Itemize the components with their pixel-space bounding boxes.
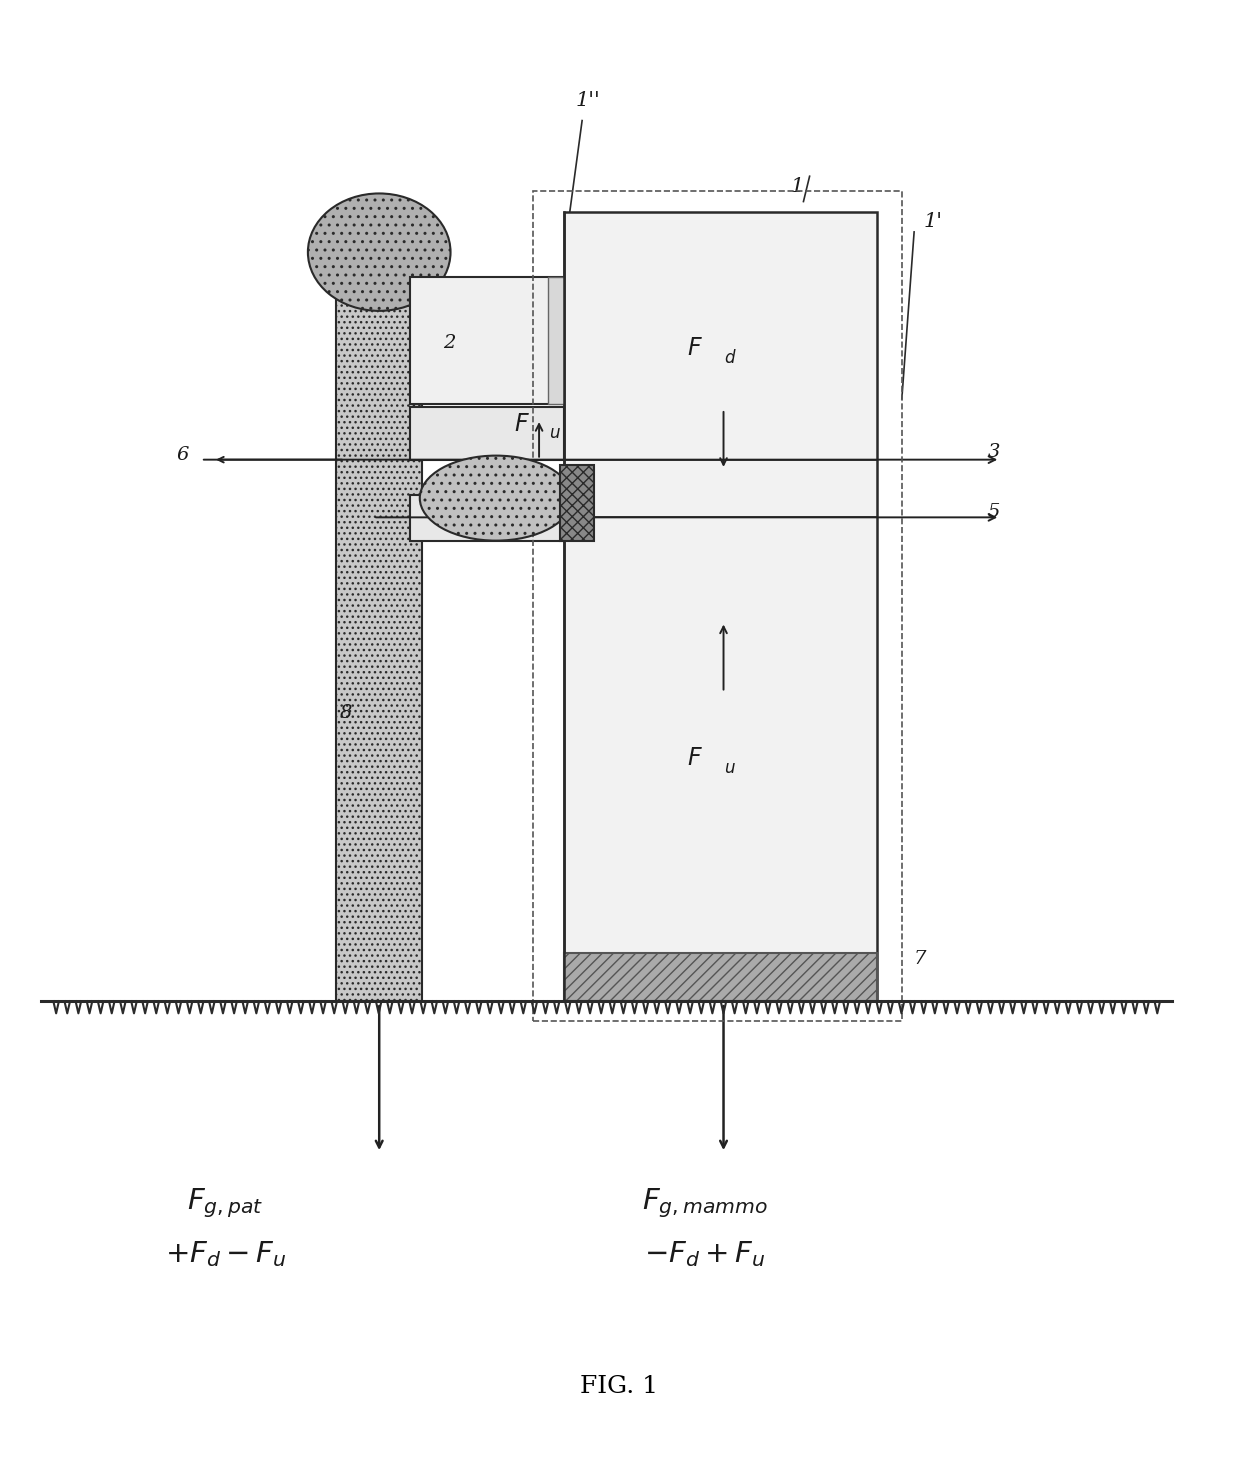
Ellipse shape bbox=[420, 456, 572, 541]
Text: 8: 8 bbox=[339, 704, 352, 722]
Bar bbox=[563, 952, 878, 1000]
Bar bbox=[337, 283, 422, 1000]
Text: 3: 3 bbox=[988, 443, 1000, 461]
Text: 2: 2 bbox=[443, 334, 456, 352]
Text: 7: 7 bbox=[914, 949, 926, 968]
Text: $\mathit{F}$: $\mathit{F}$ bbox=[687, 336, 702, 361]
Text: 4: 4 bbox=[443, 509, 456, 527]
Text: 1': 1' bbox=[924, 213, 942, 232]
Text: $\mathit{F}_{g,pat}$: $\mathit{F}_{g,pat}$ bbox=[187, 1187, 264, 1221]
Text: $\mathit{u}$: $\mathit{u}$ bbox=[723, 760, 735, 778]
Bar bbox=[410, 277, 563, 403]
Text: $\mathit{d}$: $\mathit{d}$ bbox=[723, 349, 737, 367]
Bar bbox=[410, 494, 563, 541]
Bar bbox=[560, 465, 594, 541]
Text: 5: 5 bbox=[988, 503, 1000, 521]
Text: $\mathit{u}$: $\mathit{u}$ bbox=[548, 424, 561, 443]
Bar bbox=[563, 211, 878, 1000]
Text: $-\mathit{F}_d + \mathit{F}_u$: $-\mathit{F}_d + \mathit{F}_u$ bbox=[644, 1240, 766, 1269]
Bar bbox=[547, 277, 563, 403]
Text: $\mathit{F}_{g,mammo}$: $\mathit{F}_{g,mammo}$ bbox=[643, 1187, 768, 1221]
Text: $\mathit{F}$: $\mathit{F}$ bbox=[687, 747, 702, 770]
Text: 6: 6 bbox=[176, 446, 188, 464]
Text: $+\mathit{F}_d - \mathit{F}_u$: $+\mathit{F}_d - \mathit{F}_u$ bbox=[165, 1240, 286, 1269]
Bar bbox=[410, 406, 563, 459]
Text: $\mathit{F}$: $\mathit{F}$ bbox=[515, 412, 530, 436]
Circle shape bbox=[308, 194, 451, 311]
Text: FIG. 1: FIG. 1 bbox=[579, 1375, 659, 1398]
Bar bbox=[532, 191, 901, 1021]
Text: 1'': 1'' bbox=[576, 91, 600, 110]
Text: 1: 1 bbox=[791, 178, 803, 197]
